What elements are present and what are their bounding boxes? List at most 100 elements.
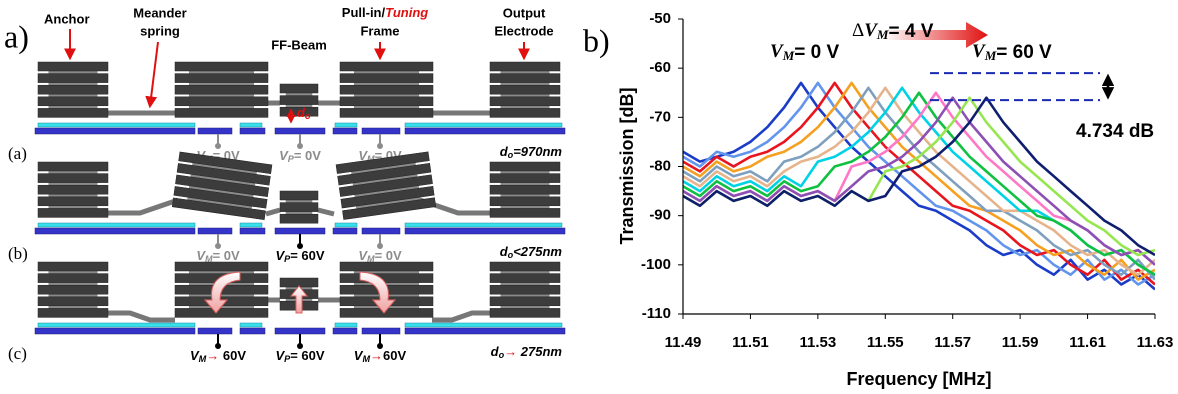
- x-tick-label: 11.55: [867, 334, 904, 351]
- substrate: [274, 127, 326, 135]
- annotation: VM= 0 V: [770, 41, 839, 63]
- quantity-label: VM→ 60V: [190, 348, 246, 364]
- electrode: [239, 322, 263, 328]
- layer: [489, 273, 561, 283]
- electrode: [239, 122, 263, 128]
- callout-part: Pull-in/: [342, 5, 386, 20]
- relation: →: [504, 344, 517, 359]
- y-tick-label: -60: [649, 59, 671, 76]
- layer: [37, 273, 109, 283]
- layer: [489, 61, 561, 72]
- subscript: o: [508, 250, 514, 260]
- substrate: [34, 127, 196, 135]
- subscript: M: [199, 354, 207, 364]
- layer: [489, 96, 561, 107]
- callout: FF-Beam: [271, 37, 327, 52]
- contact-dot: [215, 243, 221, 249]
- row-label: (b): [8, 244, 28, 263]
- substrate: [332, 127, 358, 135]
- substrate: [34, 227, 196, 235]
- layer: [335, 151, 430, 174]
- subscript: o: [305, 111, 311, 121]
- y-tick-label: -90: [649, 207, 671, 224]
- electrode: [334, 122, 358, 128]
- electrode: [334, 222, 358, 228]
- prefix: Δ: [852, 20, 864, 41]
- layer: [174, 108, 269, 118]
- electrode: [404, 122, 563, 128]
- subscript: M: [362, 354, 370, 364]
- substrate: [239, 327, 266, 335]
- substrate: [404, 327, 566, 335]
- contact-dot: [297, 143, 303, 149]
- value: 0V: [382, 248, 402, 263]
- layer: [279, 95, 319, 105]
- contact-dot: [297, 243, 303, 249]
- panel-label: b): [583, 22, 610, 58]
- layer: [340, 185, 435, 209]
- sweep-arrow: [884, 22, 988, 48]
- panel-label: a): [4, 18, 29, 54]
- subscript: M: [367, 154, 375, 164]
- symbol: d: [297, 105, 306, 120]
- subscript: M: [876, 27, 889, 42]
- layer: [489, 284, 561, 295]
- y-tick-label: -110: [642, 305, 671, 322]
- quantity-label: do=970nm: [500, 144, 563, 160]
- series-line: [683, 86, 1155, 276]
- symbol: V: [972, 41, 986, 62]
- series-line: [683, 96, 1155, 257]
- layer: [174, 73, 269, 83]
- y-tick-label: -80: [649, 157, 671, 174]
- row-label: (a): [8, 144, 27, 163]
- annotation: ΔVM= 4 V: [852, 20, 934, 42]
- layer: [174, 61, 269, 72]
- layer: [279, 202, 319, 212]
- subscript: P: [284, 254, 291, 264]
- series-line: [683, 96, 1155, 266]
- symbol: V: [190, 348, 200, 363]
- symbol: V: [196, 248, 206, 263]
- subscript: M: [984, 48, 997, 63]
- substrate: [197, 127, 233, 135]
- layer: [37, 84, 109, 95]
- quantity-label: VM= 0V: [358, 248, 402, 264]
- layer: [37, 173, 109, 183]
- electrode: [404, 322, 563, 328]
- gap-label: do: [297, 105, 311, 121]
- substrate: [332, 327, 358, 335]
- layer: [37, 61, 109, 72]
- relation: <: [513, 244, 521, 259]
- symbol: d: [500, 144, 509, 159]
- layer: [339, 73, 434, 83]
- callout-arrows: [64, 29, 530, 109]
- motion-arrow: [289, 285, 309, 314]
- electrode: [334, 322, 358, 328]
- quantity-label: do<275nm: [500, 244, 563, 260]
- callout: spring: [140, 23, 180, 38]
- layer: [489, 196, 561, 207]
- symbol: V: [275, 248, 285, 263]
- electrode: [37, 122, 196, 128]
- text: = 4 V: [888, 21, 933, 42]
- motion-arrow: [203, 271, 241, 314]
- annotation: VM= 60 V: [972, 41, 1052, 63]
- layer: [339, 108, 434, 118]
- layer: [37, 161, 109, 172]
- value: 60V: [219, 348, 246, 363]
- relation: →: [370, 348, 383, 363]
- layer: [337, 162, 432, 186]
- electrode: [239, 222, 263, 228]
- symbol: d: [500, 244, 509, 259]
- x-tick-label: 11.53: [799, 334, 836, 351]
- subscript: M: [782, 48, 795, 63]
- layer: [37, 184, 109, 195]
- layer: [489, 208, 561, 218]
- layer: [342, 197, 437, 220]
- substrate: [274, 227, 326, 235]
- series-line: [683, 81, 1155, 286]
- layer: [173, 186, 268, 209]
- quantity-label: VP= 60V: [275, 248, 324, 264]
- y-tick-label: -70: [649, 108, 671, 125]
- text: = 0 V: [794, 42, 839, 63]
